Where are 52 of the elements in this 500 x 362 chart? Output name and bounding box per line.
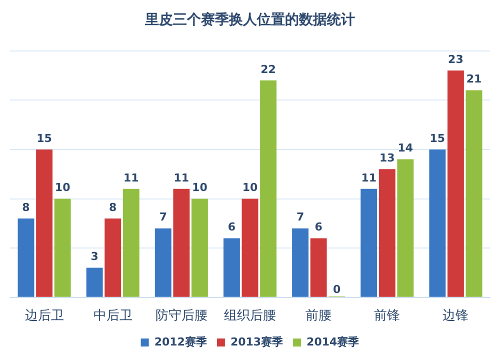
x-tick-label: 前锋 bbox=[374, 308, 400, 324]
data-label: 0 bbox=[333, 282, 342, 296]
data-label: 10 bbox=[54, 181, 71, 194]
data-label: 7 bbox=[296, 210, 304, 224]
data-label: 14 bbox=[398, 142, 414, 155]
data-label: 22 bbox=[260, 62, 276, 76]
bar bbox=[223, 238, 240, 297]
legend-label: 2014赛季 bbox=[306, 335, 360, 348]
bar bbox=[173, 188, 190, 297]
legend-label: 2013赛季 bbox=[230, 335, 284, 348]
bar bbox=[310, 238, 327, 297]
bar bbox=[154, 228, 172, 297]
bar bbox=[242, 198, 258, 297]
x-tick-label: 前腰 bbox=[306, 308, 332, 324]
chart-title: 里皮三个赛季换人位置的数据统计 bbox=[144, 11, 355, 28]
bar bbox=[397, 159, 414, 297]
data-label: 11 bbox=[361, 171, 377, 184]
x-tick-label: 防守后腰 bbox=[155, 308, 208, 324]
bar bbox=[466, 90, 482, 297]
bar bbox=[429, 149, 446, 297]
x-tick-label: 中后卫 bbox=[93, 308, 132, 324]
data-label: 8 bbox=[109, 200, 117, 214]
data-label: 3 bbox=[90, 250, 98, 264]
data-label: 8 bbox=[22, 200, 30, 214]
legend-label: 2012赛季 bbox=[154, 335, 208, 348]
data-label: 15 bbox=[36, 132, 52, 145]
data-label: 21 bbox=[466, 72, 482, 86]
x-tick-label: 组织后腰 bbox=[224, 308, 276, 324]
x-tick-label: 边锋 bbox=[442, 308, 469, 324]
data-label: 11 bbox=[174, 171, 190, 184]
data-label: 23 bbox=[448, 52, 464, 66]
data-label: 10 bbox=[192, 181, 208, 194]
bar bbox=[36, 149, 53, 297]
data-label: 6 bbox=[314, 220, 323, 234]
data-label: 6 bbox=[228, 220, 236, 234]
data-label: 7 bbox=[159, 210, 167, 224]
data-label: 13 bbox=[379, 152, 395, 165]
bar bbox=[191, 198, 208, 297]
data-label: 11 bbox=[123, 171, 139, 184]
bar bbox=[18, 218, 34, 297]
bar bbox=[447, 70, 464, 297]
data-label: 10 bbox=[242, 181, 258, 194]
data-label: 15 bbox=[430, 132, 446, 145]
bar bbox=[104, 218, 122, 297]
bar bbox=[122, 188, 140, 297]
bar bbox=[260, 80, 277, 297]
bar bbox=[86, 268, 103, 297]
bar bbox=[292, 228, 309, 297]
bar bbox=[378, 169, 396, 297]
bar bbox=[360, 188, 378, 297]
x-tick-label: 边后卫 bbox=[24, 308, 64, 324]
bar bbox=[54, 198, 71, 297]
